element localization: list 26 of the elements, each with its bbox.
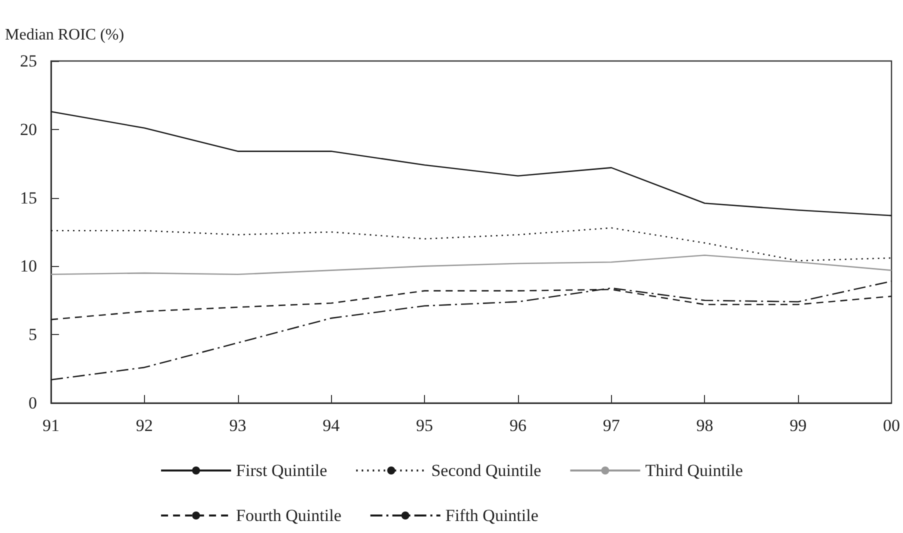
legend-label: Fifth Quintile [445,506,538,525]
x-tick-label: 96 [509,416,526,435]
y-tick-label: 25 [20,52,37,70]
line-series [50,254,892,276]
y-tick-label: 5 [28,325,37,344]
x-tick-label: 99 [790,416,807,435]
x-tick-label: 92 [136,416,153,435]
x-tick-label: 97 [602,416,620,435]
y-tick-label: 20 [20,120,37,139]
y-axis-title: Median ROIC (%) [5,26,124,44]
legend-label: Fourth Quintile [236,506,342,525]
line-series [50,110,892,216]
x-tick-label: 00 [883,416,900,435]
legend-label: Third Quintile [645,461,743,480]
legend-label: Second Quintile [431,461,542,480]
y-tick-label: 0 [28,394,37,412]
x-tick-label: 95 [416,416,434,435]
line-series [50,227,892,262]
line-series [50,280,892,380]
x-tick-label: 93 [229,416,246,435]
y-tick-label: 15 [20,188,37,208]
legend-label: First Quintile [236,461,328,480]
x-tick-label: 91 [42,416,60,435]
x-tick-label: 98 [696,416,714,435]
y-tick-label: 10 [20,256,37,276]
x-tick-label: 94 [322,416,340,435]
